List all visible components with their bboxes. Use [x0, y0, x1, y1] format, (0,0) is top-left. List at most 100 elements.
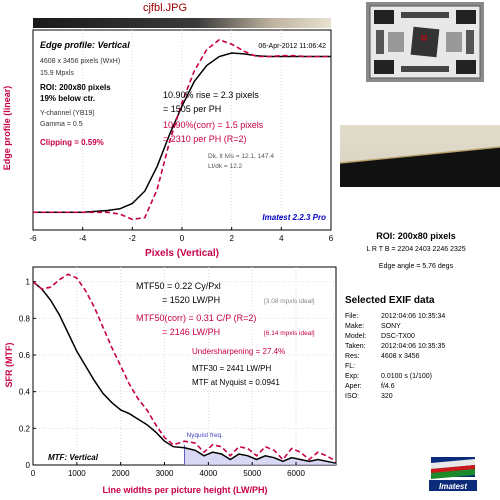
mtf-x-tick-label: 3000 [156, 469, 174, 478]
edge-x-tick-label: -2 [129, 234, 137, 243]
mtf-x-tick-label: 6000 [287, 469, 305, 478]
exif-key: Model: [345, 333, 367, 340]
exif-value: SONY [381, 323, 401, 330]
mtf-fill-area [184, 447, 336, 465]
mtf-series [32, 273, 337, 464]
edge-x-tick-label: 2 [229, 234, 234, 243]
mtf-x-tick-label: 5000 [243, 469, 261, 478]
edge-x-tick-label: -4 [79, 234, 87, 243]
edge-mpxls: 15.9 Mpxls [40, 70, 74, 77]
mtf-plot-frame [32, 266, 337, 466]
mtf50-corr: MTF50(corr) = 0.31 C/P (R=2) [136, 313, 256, 323]
exif-row: ISO: 320 [345, 393, 393, 400]
edge-dk: Dk, lt lvls = 12.1, 147.4 [208, 153, 274, 160]
mtf-nyquist-value: MTF at Nyquist = 0.0941 [192, 378, 280, 387]
edge-gamma: Gamma = 0.5 [40, 121, 83, 128]
mtf50: MTF50 = 0.22 Cy/Pxl [136, 281, 221, 291]
edge-x-label: Pixels (Vertical) [145, 248, 219, 259]
exif-key: File: [345, 313, 359, 320]
exif-row: FL: [345, 363, 381, 370]
mtf50-lw: = 1520 LW/PH [162, 295, 220, 305]
mtf-ideal1: [3.08 mpxls ideal] [264, 298, 315, 305]
exif-row: Res: 4608 x 3456 [345, 353, 420, 360]
exif-row: Taken: 2012:04:06 10:35:35 [345, 343, 445, 350]
mtf-y-label: SFR (MTF) [4, 343, 14, 388]
exif-row: Aper: f/4.6 [345, 383, 395, 390]
exif-value: 0.0100 s (1/100) [381, 373, 432, 380]
exif-value: 2012:04:06 10:35:34 [381, 313, 446, 320]
edge-angle: Edge angle = 5.76 degs [378, 263, 454, 270]
roi-lrtb: L R T B = 2204 2403 2246 2325 [366, 246, 466, 253]
edge-date: 06-Apr-2012 11:06:42 [258, 43, 326, 50]
edge-per-ph: = 1505 per PH [163, 104, 221, 114]
mtf-ticks: 0 1000 2000 3000 4000 5000 6000 0 0.2 0.4 0.6 0.8 1 [19, 278, 306, 478]
nyquist-label: Nyquist freq. [187, 432, 224, 439]
test-chart-thumbnail [366, 2, 484, 82]
exif-value: f/4.6 [381, 383, 395, 390]
edge-x-tick-label: 4 [279, 234, 284, 243]
edge-roi-pct: 19% below ctr. [40, 94, 95, 103]
exif-key: Res: [345, 353, 360, 360]
edge-x-ticks: -6 -4 -2 0 2 4 6 [29, 227, 334, 243]
mtf-undersharp: Undersharpening = 27.4% [192, 347, 285, 356]
exif-key: ISO: [345, 393, 360, 400]
edge-panel-label: Edge profile: Vertical [40, 40, 130, 50]
file-title: cjfbl.JPG [142, 2, 187, 14]
exif-key: Exp: [345, 373, 360, 380]
exif-key: Taken: [345, 343, 366, 350]
edge-dims: 4608 x 3456 pixels (WxH) [40, 58, 120, 65]
mtf-grid [33, 267, 336, 465]
mtf-y-tick-label: 0.6 [19, 351, 31, 360]
mtf-x-tick-label: 0 [31, 469, 36, 478]
mtf-panel-label: MTF: Vertical [48, 453, 99, 462]
mtf50-corr-lw: = 2146 LW/PH [162, 327, 220, 337]
edge-series-corrected [33, 38, 331, 221]
mtf-chart: 0 1000 2000 3000 4000 5000 600000.20.40.60.81 … [4, 266, 337, 495]
edge-roi: ROI: 200x80 pixels [40, 83, 111, 92]
edge-channel: Y-channel (YB19) [40, 110, 95, 117]
exif-value: 4608 x 3456 [381, 353, 420, 360]
roi-edge-image [340, 125, 500, 187]
edge-ltdk: Lt/dk = 12.2 [208, 163, 243, 170]
edge-x-tick-label: 6 [329, 234, 334, 243]
exif-row: Model: DSC-TX00 [345, 333, 415, 340]
edge-series [33, 38, 331, 221]
roi-caption: ROI: 200x80 pixels [376, 231, 456, 241]
exif-value: DSC-TX00 [381, 333, 415, 340]
exif-value: 320 [381, 393, 393, 400]
exif-value: 2012:04:06 10:35:35 [381, 343, 446, 350]
mtf-y-tick-label: 0.4 [19, 388, 31, 397]
mtf30: MTF30 = 2441 LW/PH [192, 364, 271, 373]
mtf-x-tick-label: 4000 [199, 469, 217, 478]
mtf-x-label: Line widths per picture height (LW/PH) [102, 485, 267, 495]
mtf-x-tick-label: 1000 [68, 469, 86, 478]
mtf-series-uncorrected [32, 281, 337, 464]
exif-row: Exp: 0.0100 s (1/100) [345, 373, 432, 380]
edge-x-tick-label: -6 [29, 234, 37, 243]
edge-watermark: Imatest 2.2.3 Pro [262, 213, 326, 222]
mtf-y-tick-label: 0.8 [19, 314, 31, 323]
logo-text: Imatest [439, 482, 467, 491]
edge-y-label: Edge profile (linear) [2, 86, 12, 171]
edge-grid [82, 30, 282, 230]
exif-row: Make: SONY [345, 323, 401, 330]
gray-ruler [33, 18, 331, 28]
imatest-logo: Imatest [425, 455, 481, 493]
mtf-x-tick-label: 2000 [112, 469, 130, 478]
mtf-y-tick-label: 0 [26, 461, 31, 470]
edge-per-ph-corr: = 2310 per PH (R=2) [163, 134, 247, 144]
exif-title: Selected EXIF data [345, 295, 435, 306]
edge-profile-chart: -6 -4 -2 0 2 4 6 Edge profile (linear) Pixels … [2, 29, 334, 259]
edge-x-tick-label: 0 [180, 234, 185, 243]
mtf-y-tick-label: 1 [26, 278, 31, 287]
exif-key: Aper: [345, 383, 362, 390]
exif-key: FL: [345, 363, 356, 370]
mtf-series-corrected [32, 273, 337, 462]
exif-key: Make: [345, 323, 365, 330]
edge-rise: 10.90% rise = 2.3 pixels [163, 90, 259, 100]
edge-rise-corr: 10.90%(corr) = 1.5 pixels [163, 120, 264, 130]
mtf-ideal2: [6.14 mpxls ideal] [264, 330, 315, 337]
edge-clipping: Clipping = 0.59% [40, 138, 104, 147]
mtf-y-tick-label: 0.2 [19, 424, 31, 433]
